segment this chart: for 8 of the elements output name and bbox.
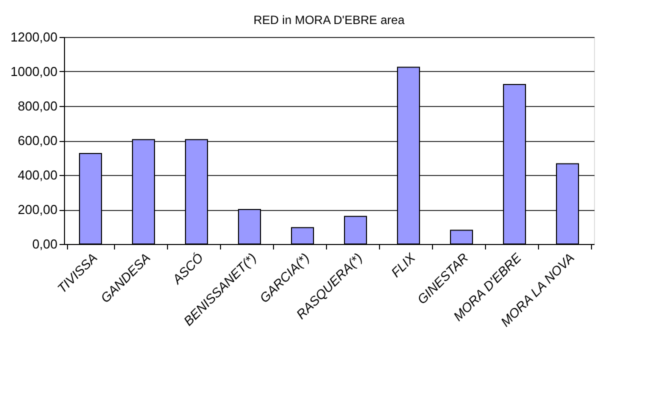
chart-title: RED in MORA D'EBRE area bbox=[253, 13, 405, 27]
y-tick-label: 0,00 bbox=[32, 236, 58, 252]
y-tick-label: 800,00 bbox=[18, 98, 58, 114]
y-tick-label: 1200,00 bbox=[10, 30, 58, 44]
y-tick-label: 400,00 bbox=[18, 168, 58, 182]
y-tick-label: 200,00 bbox=[18, 202, 58, 217]
y-tick-label: 1000,00 bbox=[10, 64, 58, 79]
y-tick-label: 600,00 bbox=[18, 133, 58, 148]
